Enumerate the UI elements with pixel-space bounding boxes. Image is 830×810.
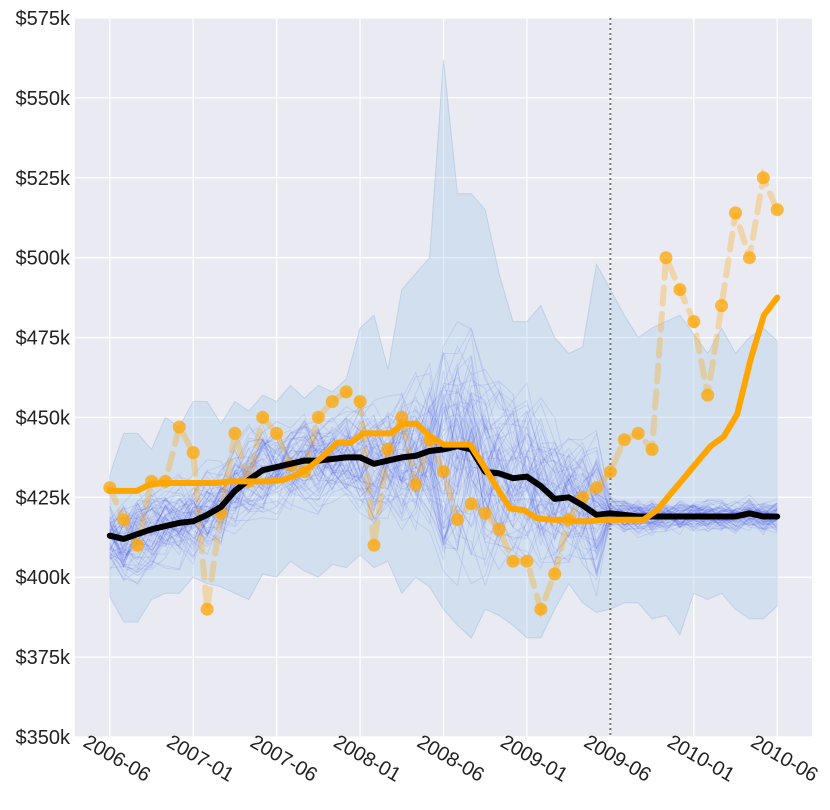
x-tick-label: 2008-01 xyxy=(330,731,405,787)
sample-line xyxy=(109,344,778,560)
sample-line xyxy=(109,444,778,573)
x-tick-label: 2009-01 xyxy=(497,731,572,787)
y-tick-label: $450k xyxy=(16,407,71,429)
y-axis-ticks: $350k $375k $400k $425k $450k $475k $500k $525k… xyxy=(16,8,71,749)
sample-line xyxy=(109,419,778,548)
observed-point xyxy=(228,426,242,440)
observed-point xyxy=(186,446,200,460)
y-tick-label: $350k xyxy=(16,727,71,749)
sample-line xyxy=(109,399,778,556)
y-tick-label: $500k xyxy=(16,248,71,270)
observed-point xyxy=(270,426,284,440)
sample-line xyxy=(109,370,778,563)
orange-smoothed-line xyxy=(106,294,781,525)
observed-point xyxy=(715,299,729,313)
observed-point xyxy=(200,602,214,616)
sample-line xyxy=(109,426,778,561)
observed-point xyxy=(548,567,562,581)
x-tick-label: 2006-06 xyxy=(79,731,154,787)
y-tick-label: $575k xyxy=(16,8,71,30)
x-tick-label: 2007-01 xyxy=(163,731,238,787)
observed-point xyxy=(520,554,534,568)
observed-point xyxy=(172,420,186,434)
y-tick-label: $525k xyxy=(16,168,71,190)
observed-point xyxy=(701,388,715,402)
sample-line xyxy=(109,361,778,567)
grid xyxy=(75,17,812,738)
sample-line xyxy=(109,332,778,568)
observed-point xyxy=(367,538,381,552)
observed-point xyxy=(478,506,492,520)
observed-point xyxy=(756,171,770,185)
observed-point xyxy=(339,385,353,399)
observed-point xyxy=(395,410,409,424)
observed-point xyxy=(464,497,478,511)
sample-line xyxy=(109,380,778,568)
sample-line xyxy=(109,420,778,555)
sample-line xyxy=(109,414,778,573)
sample-line xyxy=(109,387,778,577)
observed-point xyxy=(311,410,325,424)
observed-point xyxy=(590,481,603,495)
x-tick-label: 2010-01 xyxy=(664,731,739,787)
observed-point xyxy=(381,442,395,456)
observed-point xyxy=(617,433,631,447)
sample-line xyxy=(109,402,778,567)
observed-point xyxy=(645,442,659,456)
sample-line xyxy=(109,413,778,552)
y-tick-label: $375k xyxy=(16,647,71,669)
sample-line xyxy=(109,391,778,585)
orange-smoothed-series xyxy=(106,294,781,525)
observed-point xyxy=(534,602,548,616)
sample-line xyxy=(109,435,778,561)
x-tick-label: 2009-06 xyxy=(580,731,655,787)
observed-point xyxy=(729,206,742,220)
observed-point xyxy=(117,513,131,527)
sample-line xyxy=(109,363,778,570)
sample-line xyxy=(109,412,778,581)
observed-point xyxy=(687,315,701,329)
observed-point xyxy=(437,465,450,479)
observed-point xyxy=(673,283,687,297)
x-axis-ticks: 2006-06 2007-01 2007-06 2008-01 2008-06 2009-… xyxy=(79,731,821,787)
observed-point xyxy=(603,465,617,479)
observed-point xyxy=(409,478,423,492)
y-tick-label: $550k xyxy=(16,88,71,110)
y-tick-label: $475k xyxy=(16,328,71,350)
observed-point xyxy=(659,251,673,265)
y-tick-label: $425k xyxy=(16,487,71,509)
black-line-series xyxy=(106,443,781,542)
sample-line xyxy=(109,412,778,587)
observed-point xyxy=(325,395,339,408)
observed-point xyxy=(742,251,756,265)
sample-line xyxy=(109,404,778,588)
observed-point xyxy=(353,395,367,408)
sample-line xyxy=(109,372,778,538)
x-tick-label: 2007-06 xyxy=(246,731,321,787)
sample-line xyxy=(109,434,778,565)
observed-point xyxy=(256,410,270,424)
sample-line xyxy=(109,426,778,571)
observed-point xyxy=(450,513,464,527)
black-line xyxy=(106,443,781,542)
observed-point xyxy=(631,426,645,440)
x-tick-label: 2008-06 xyxy=(413,731,488,787)
sample-line xyxy=(109,409,778,557)
observed-point xyxy=(131,538,145,552)
y-tick-label: $400k xyxy=(16,567,71,589)
observed-point xyxy=(506,554,520,568)
observed-point xyxy=(492,522,506,536)
x-tick-label: 2010-06 xyxy=(747,731,822,787)
observed-point xyxy=(770,203,784,217)
